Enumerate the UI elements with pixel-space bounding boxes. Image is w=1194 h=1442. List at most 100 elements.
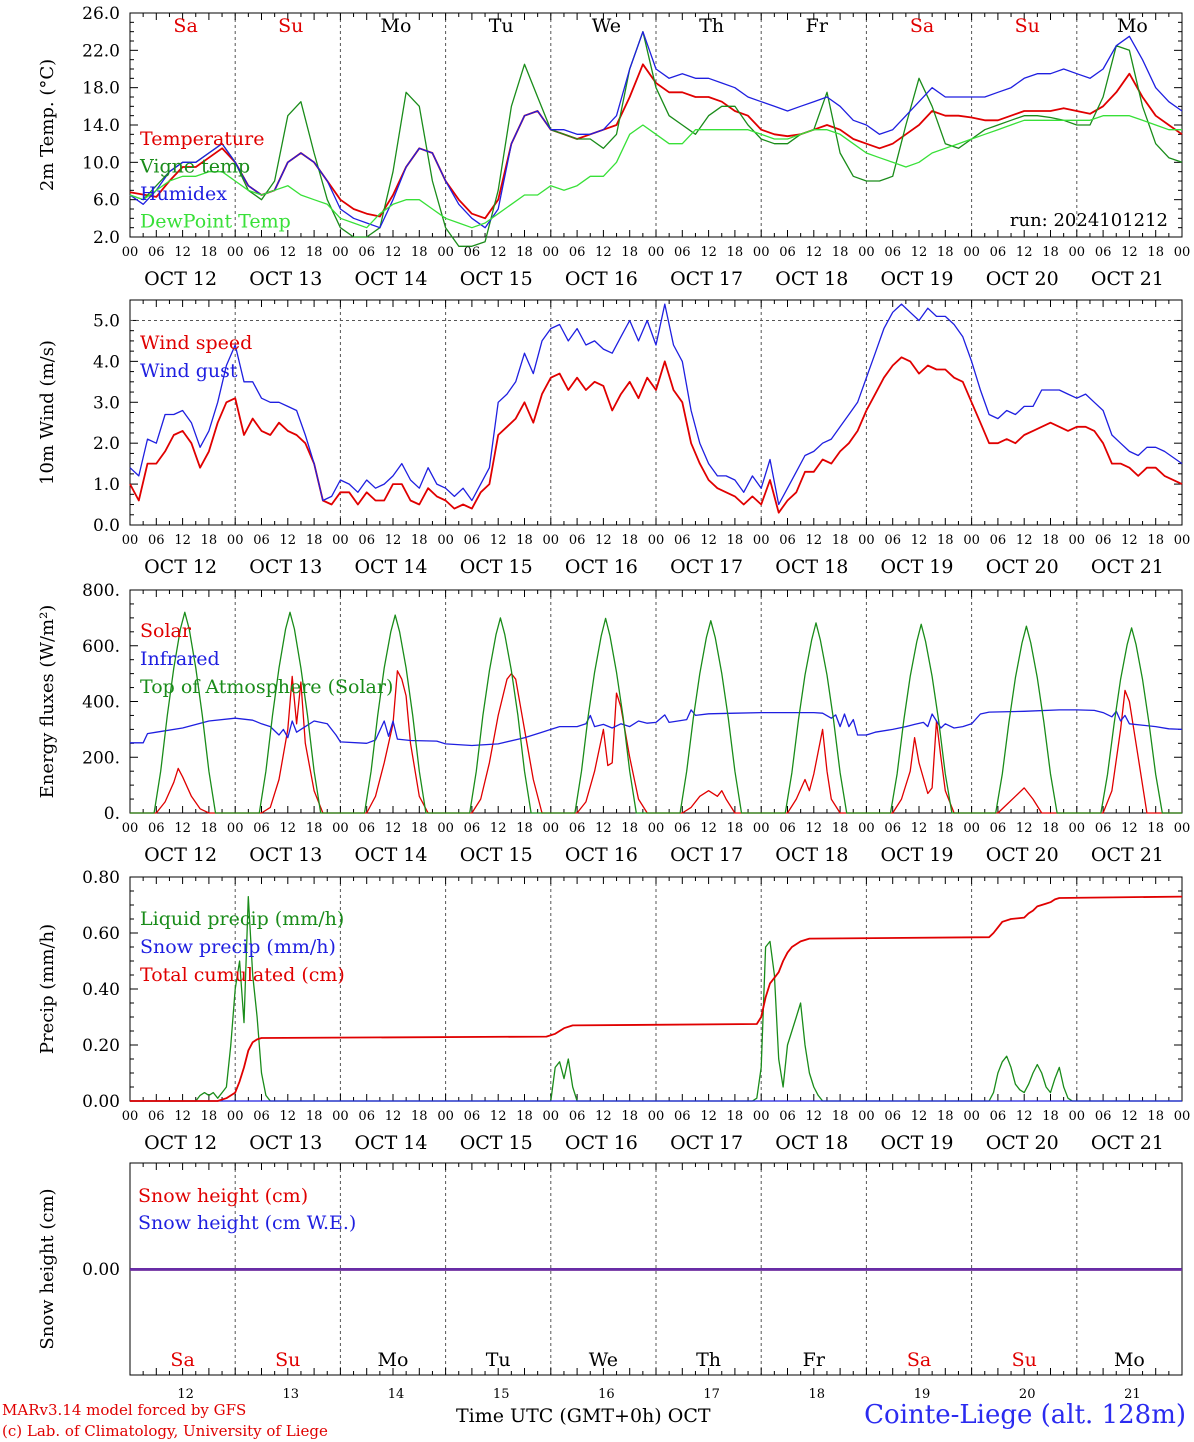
hour-tick-label: 12 bbox=[385, 1109, 402, 1124]
hour-tick-label: 00 bbox=[437, 245, 454, 260]
hour-tick-label: 00 bbox=[1174, 821, 1191, 836]
hour-tick-label: 00 bbox=[1174, 245, 1191, 260]
day-label-bottom: Tu bbox=[486, 1349, 511, 1371]
hour-tick-label: 00 bbox=[543, 1109, 560, 1124]
legend-total-cumulated-cm-: Total cumulated (cm) bbox=[140, 964, 345, 986]
date-label: OCT 21 bbox=[1091, 1132, 1164, 1154]
day-label-top: Su bbox=[1015, 15, 1040, 37]
hour-tick-label: 00 bbox=[122, 1109, 139, 1124]
y-tick-label: 600. bbox=[82, 637, 120, 657]
hour-tick-label: 00 bbox=[1069, 533, 1086, 548]
hour-tick-label: 00 bbox=[227, 1109, 244, 1124]
date-label: OCT 12 bbox=[144, 268, 217, 290]
day-label-top: Fr bbox=[806, 15, 829, 37]
hour-tick-label: 00 bbox=[437, 1109, 454, 1124]
day-label-bottom: Mo bbox=[1114, 1349, 1145, 1371]
day-number-label: 14 bbox=[388, 1387, 405, 1402]
hour-tick-label: 12 bbox=[595, 1109, 612, 1124]
day-label-bottom: Fr bbox=[803, 1349, 826, 1371]
hour-tick-label: 06 bbox=[358, 1109, 375, 1124]
legend-wind-gust: Wind gust bbox=[140, 360, 238, 382]
hour-tick-label: 06 bbox=[779, 821, 796, 836]
hour-tick-label: 12 bbox=[1121, 245, 1138, 260]
hour-tick-label: 18 bbox=[1042, 245, 1059, 260]
date-label: OCT 21 bbox=[1091, 268, 1164, 290]
date-label: OCT 20 bbox=[986, 268, 1059, 290]
hour-tick-label: 18 bbox=[516, 245, 533, 260]
hour-tick-label: 00 bbox=[332, 245, 349, 260]
hour-tick-label: 12 bbox=[490, 533, 507, 548]
hour-tick-label: 06 bbox=[464, 245, 481, 260]
hour-tick-label: 18 bbox=[621, 533, 638, 548]
hour-tick-label: 12 bbox=[385, 245, 402, 260]
hour-tick-label: 00 bbox=[122, 533, 139, 548]
model-line: MARv3.14 model forced by GFS bbox=[2, 1401, 247, 1419]
y-tick-label: 2.0 bbox=[93, 434, 120, 454]
hour-tick-label: 00 bbox=[753, 821, 770, 836]
hour-tick-label: 00 bbox=[437, 821, 454, 836]
day-label-bottom: Su bbox=[1012, 1349, 1037, 1371]
hour-tick-label: 18 bbox=[727, 821, 744, 836]
day-number-label: 13 bbox=[283, 1387, 300, 1402]
day-label-top: Mo bbox=[381, 15, 412, 37]
series-line-humidex bbox=[129, 31, 1183, 229]
hour-tick-label: 12 bbox=[595, 533, 612, 548]
hour-tick-label: 18 bbox=[306, 1109, 323, 1124]
hour-tick-label: 06 bbox=[253, 533, 270, 548]
hour-tick-label: 00 bbox=[122, 245, 139, 260]
day-label-bottom: We bbox=[589, 1349, 618, 1371]
hour-tick-label: 00 bbox=[648, 821, 665, 836]
hour-tick-label: 12 bbox=[595, 821, 612, 836]
y-tick-label: 4.0 bbox=[93, 352, 120, 372]
hour-tick-label: 06 bbox=[148, 1109, 165, 1124]
hour-tick-label: 12 bbox=[1016, 245, 1033, 260]
hour-tick-label: 00 bbox=[227, 245, 244, 260]
hour-tick-label: 00 bbox=[1174, 533, 1191, 548]
hour-tick-label: 12 bbox=[280, 821, 297, 836]
date-label: OCT 14 bbox=[354, 844, 427, 866]
series-line-dewpoint-temp bbox=[129, 115, 1182, 229]
hour-tick-label: 18 bbox=[832, 821, 849, 836]
date-label: OCT 13 bbox=[249, 844, 322, 866]
hour-tick-label: 00 bbox=[1069, 245, 1086, 260]
date-label: OCT 17 bbox=[670, 556, 743, 578]
hour-tick-label: 12 bbox=[911, 245, 928, 260]
hour-tick-label: 06 bbox=[990, 1109, 1007, 1124]
hour-tick-label: 06 bbox=[674, 245, 691, 260]
y-tick-label: 10.0 bbox=[82, 153, 120, 173]
hour-tick-label: 12 bbox=[1121, 1109, 1138, 1124]
hour-tick-label: 06 bbox=[779, 1109, 796, 1124]
hour-tick-label: 06 bbox=[148, 533, 165, 548]
hour-tick-label: 06 bbox=[990, 533, 1007, 548]
hour-tick-label: 12 bbox=[174, 821, 191, 836]
day-number-label: 19 bbox=[914, 1387, 931, 1402]
hour-tick-label: 12 bbox=[806, 1109, 823, 1124]
hour-tick-label: 18 bbox=[516, 821, 533, 836]
date-label: OCT 19 bbox=[880, 844, 953, 866]
day-number-label: 20 bbox=[1019, 1387, 1036, 1402]
hour-tick-label: 00 bbox=[858, 821, 875, 836]
hour-tick-label: 00 bbox=[648, 1109, 665, 1124]
hour-tick-label: 06 bbox=[148, 821, 165, 836]
legend-temperature: Temperature bbox=[140, 128, 264, 150]
hour-tick-label: 06 bbox=[674, 533, 691, 548]
legend-wind-speed: Wind speed bbox=[140, 332, 252, 354]
hour-tick-label: 18 bbox=[201, 1109, 218, 1124]
y-axis-label: Snow height (cm) bbox=[37, 1188, 58, 1349]
hour-tick-label: 00 bbox=[332, 821, 349, 836]
hour-tick-label: 18 bbox=[1147, 245, 1164, 260]
hour-tick-label: 00 bbox=[437, 533, 454, 548]
y-tick-label: 0. bbox=[104, 804, 120, 824]
y-tick-label: 0.20 bbox=[82, 1036, 120, 1056]
hour-tick-label: 12 bbox=[700, 1109, 717, 1124]
day-number-label: 15 bbox=[493, 1387, 510, 1402]
hour-tick-label: 06 bbox=[1095, 533, 1112, 548]
hour-tick-label: 06 bbox=[1095, 821, 1112, 836]
date-label: OCT 18 bbox=[775, 268, 848, 290]
hour-tick-label: 06 bbox=[253, 1109, 270, 1124]
date-label: OCT 12 bbox=[144, 844, 217, 866]
hour-tick-label: 12 bbox=[490, 1109, 507, 1124]
legend-snow-height-cm-w-e-: Snow height (cm W.E.) bbox=[138, 1212, 356, 1234]
day-label-top: Sa bbox=[910, 15, 934, 37]
series-line-solar bbox=[130, 670, 1182, 814]
